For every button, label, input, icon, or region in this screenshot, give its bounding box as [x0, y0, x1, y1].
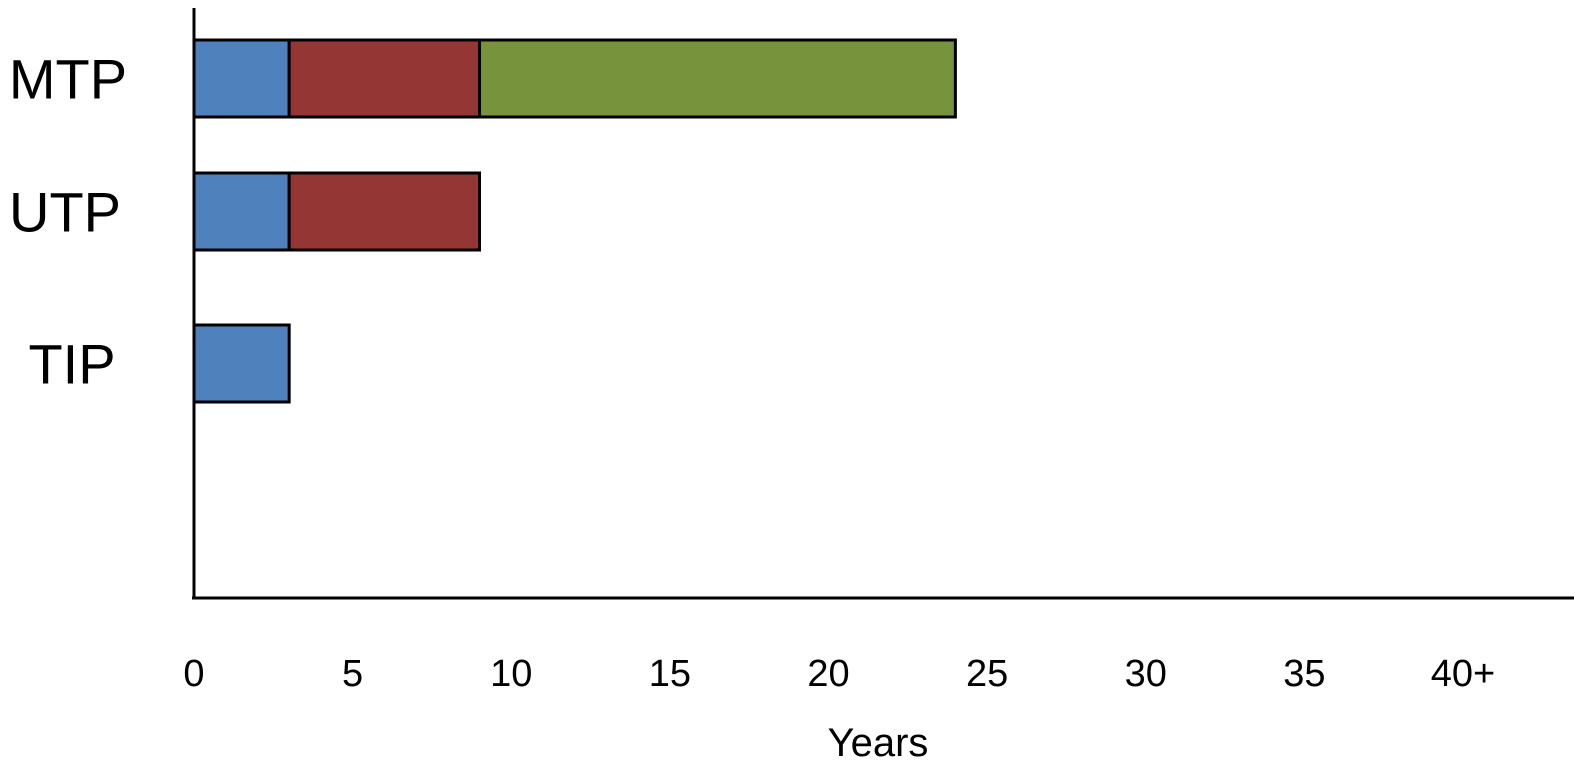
x-axis-title: Years — [828, 721, 929, 765]
bar-utp-segment-1 — [192, 171, 291, 252]
x-tick-label: 15 — [649, 653, 691, 695]
x-tick-label: 35 — [1283, 653, 1325, 695]
x-tick-labels: 0 5 10 15 20 25 30 35 40+ — [183, 653, 1495, 695]
x-tick-label: 25 — [966, 653, 1008, 695]
bar-utp-segment-2 — [287, 171, 482, 252]
x-tick-label: 5 — [342, 653, 363, 695]
bar-tip-segment-1 — [192, 323, 291, 404]
bar-mtp-segment-3 — [478, 38, 957, 119]
x-tick-label: 20 — [807, 653, 849, 695]
x-tick-label: 30 — [1125, 653, 1167, 695]
x-tick-label: 10 — [490, 653, 532, 695]
category-label-mtp: MTP — [9, 48, 127, 111]
x-tick-label: 40+ — [1431, 653, 1495, 695]
category-label-utp: UTP — [9, 181, 121, 244]
bars-group — [192, 38, 957, 404]
bar-mtp-segment-1 — [192, 38, 291, 119]
x-tick-label: 0 — [183, 653, 204, 695]
bar-mtp-segment-2 — [287, 38, 482, 119]
category-labels: MTP UTP TIP — [9, 48, 127, 396]
category-label-tip: TIP — [28, 333, 115, 396]
